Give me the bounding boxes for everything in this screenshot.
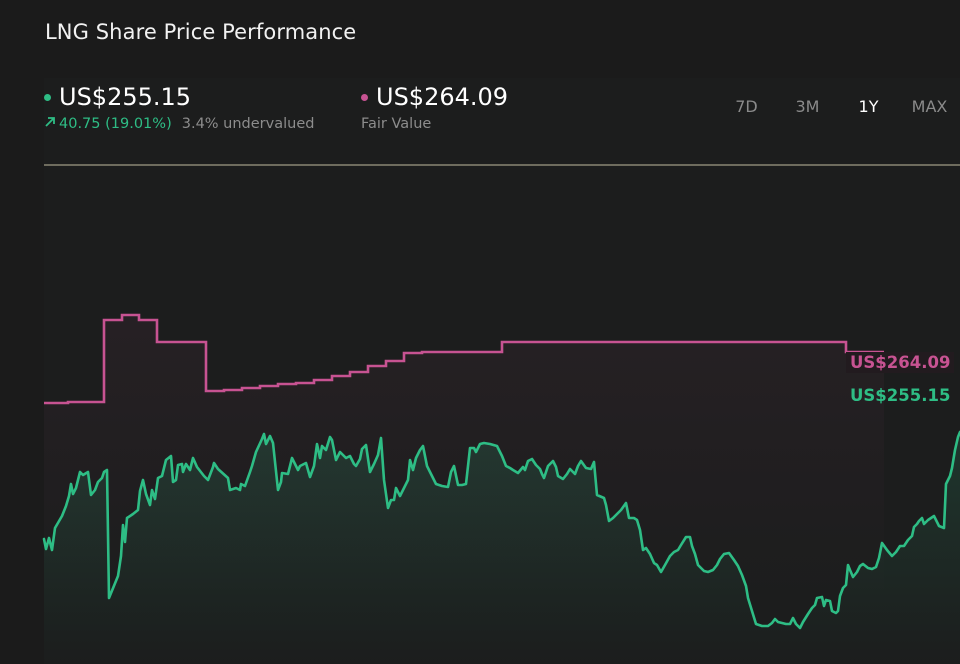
valuation-note: 3.4% undervalued <box>181 116 315 132</box>
fair-value-end-label: US$264.09 <box>846 352 955 373</box>
fair-value-label: Fair Value <box>361 116 432 132</box>
chart-top-divider <box>44 164 960 166</box>
share-price-value: US$255.15 <box>59 83 192 111</box>
share-price-end-label: US$255.15 <box>850 386 951 405</box>
tab-max[interactable]: MAX <box>911 97 948 116</box>
share-price-stat: US$255.15 40.75 (19.01%) 3.4% undervalue… <box>44 83 314 132</box>
fair-value-stat: US$264.09 Fair Value <box>361 83 508 132</box>
tab-7d[interactable]: 7D <box>735 97 758 116</box>
share-price-line <box>42 430 960 630</box>
price-change: 40.75 (19.01%) <box>59 116 172 132</box>
fair-value-value: US$264.09 <box>376 83 509 111</box>
fair-value-line <box>44 313 884 405</box>
page-title: LNG Share Price Performance <box>45 20 357 44</box>
tab-1y[interactable]: 1Y <box>858 97 879 116</box>
share-price-area <box>44 432 960 664</box>
tab-3m[interactable]: 3M <box>795 97 820 116</box>
arrow-up-right-icon <box>44 116 56 132</box>
fair-value-dot-icon <box>361 93 368 101</box>
range-tabs: 7D 3M 1Y MAX <box>716 97 960 116</box>
share-price-dot-icon <box>44 93 51 101</box>
